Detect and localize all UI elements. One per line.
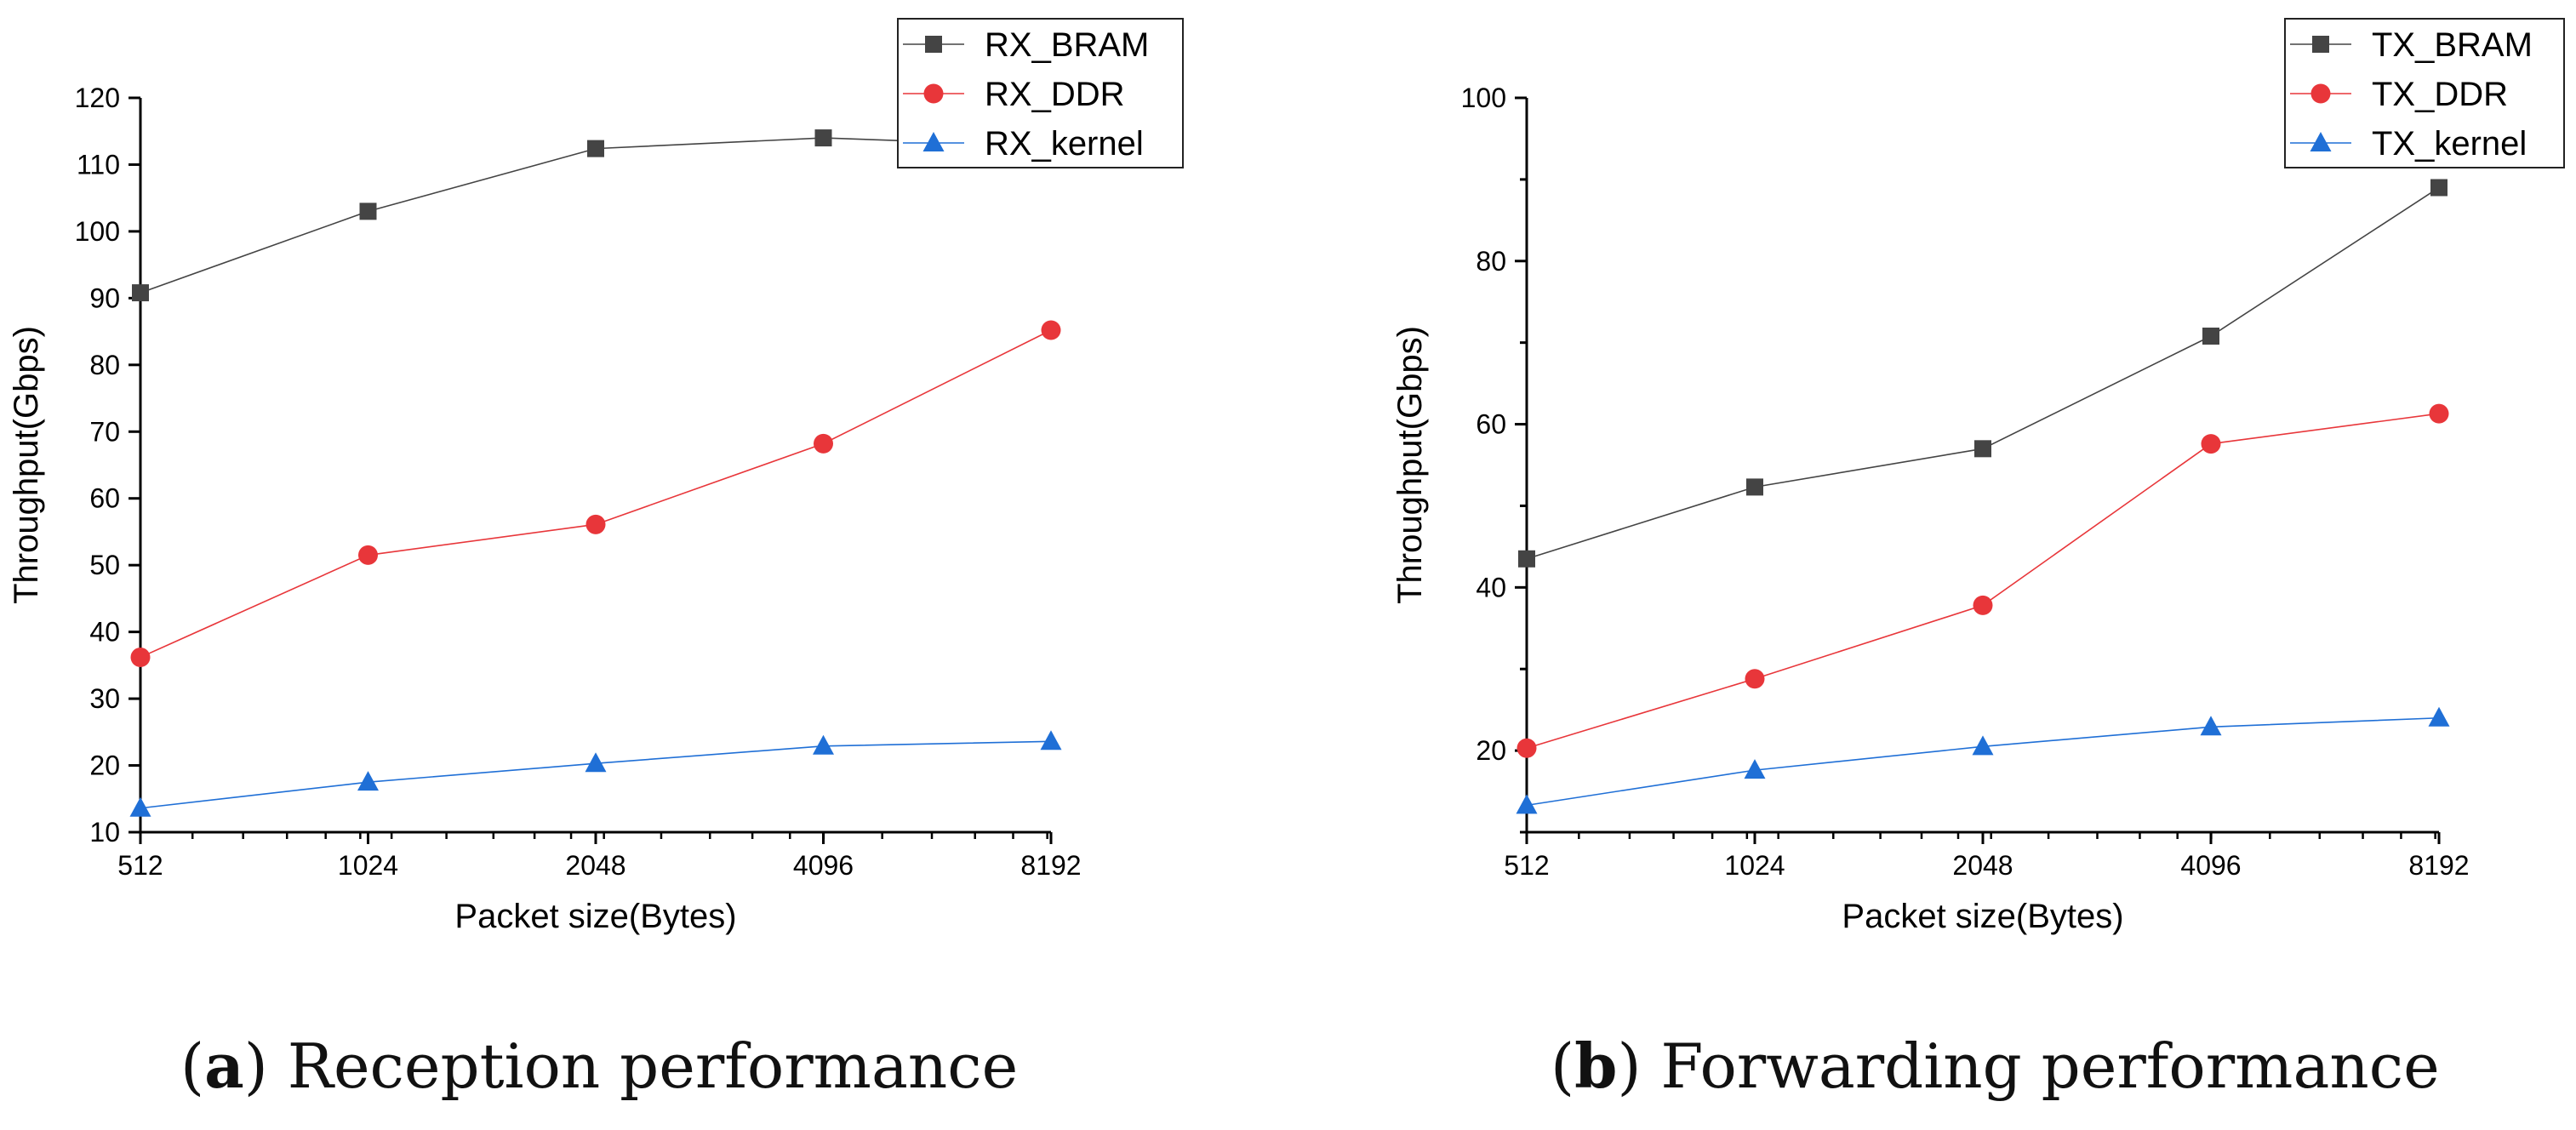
reception-legend-marker-rx-ddr	[923, 83, 944, 104]
forwarding-point-tx-bram-2048	[1974, 440, 1991, 458]
reception-x-axis-title: Packet size(Bytes)	[454, 898, 736, 935]
forwarding-series-tx-bram	[1518, 179, 2447, 568]
forwarding-point-tx-ddr-1024	[1745, 669, 1765, 689]
reception-y-tick-label-10: 10	[89, 817, 120, 848]
forwarding-point-tx-kernel-4096	[2200, 716, 2222, 736]
forwarding-legend-marker-tx-ddr	[2310, 83, 2331, 104]
forwarding-legend-marker-tx-kernel	[2310, 132, 2332, 151]
reception-line-rx-ddr	[140, 329, 1052, 659]
reception-x-tick-label-2048: 2048	[565, 850, 625, 881]
reception-y-tick-label-120: 120	[75, 83, 120, 113]
reception-point-rx-bram-2048	[587, 140, 604, 157]
chart-panel-reception: 10 20 30 40 50 60 70 80 90 100 110 120 512 1024 2048 40…	[8, 18, 1184, 935]
forwarding-line-tx-bram	[1526, 186, 2440, 560]
forwarding-legend-label-tx-kernel: TX_kernel	[2372, 125, 2527, 163]
reception-point-rx-kernel-8192	[1040, 730, 1062, 750]
forwarding-point-tx-bram-4096	[2202, 327, 2219, 345]
reception-series-rx-kernel	[129, 730, 1062, 817]
forwarding-x-tick-label-512: 512	[1504, 850, 1549, 881]
reception-point-rx-ddr-2048	[585, 514, 606, 534]
reception-legend-label-rx-ddr: RX_DDR	[985, 76, 1124, 113]
reception-legend-label-rx-kernel: RX_kernel	[985, 125, 1144, 163]
reception-legend-marker-rx-kernel	[922, 132, 945, 151]
reception-y-tick-label-40: 40	[89, 617, 120, 648]
forwarding-point-tx-kernel-8192	[2428, 706, 2450, 727]
reception-point-rx-kernel-4096	[813, 734, 834, 755]
forwarding-legend-marker-tx-bram	[2312, 36, 2329, 53]
caption-b-letter: b	[1574, 1030, 1618, 1102]
reception-y-tick-label-70: 70	[89, 416, 120, 447]
reception-point-rx-ddr-4096	[814, 433, 833, 454]
forwarding-line-tx-kernel	[1526, 716, 2440, 807]
caption-a-letter: a	[204, 1030, 244, 1102]
forwarding-y-tick-label-80: 80	[1476, 246, 1506, 277]
forwarding-y-tick-label-40: 40	[1476, 572, 1506, 602]
reception-y-tick-label-80: 80	[89, 350, 120, 380]
reception-point-rx-ddr-1024	[358, 545, 378, 565]
reception-y-tick-label-30: 30	[89, 683, 120, 714]
reception-point-rx-kernel-1024	[357, 771, 379, 791]
forwarding-x-axis-title: Packet size(Bytes)	[1842, 898, 2123, 935]
forwarding-point-tx-kernel-1024	[1744, 759, 1766, 779]
forwarding-x-tick-label-1024: 1024	[1724, 850, 1785, 881]
forwarding-x-tick-label-8192: 8192	[2408, 850, 2469, 881]
forwarding-x-tick-label-2048: 2048	[1952, 850, 2013, 881]
forwarding-y-axis-title: Throughput(Gbps)	[1391, 326, 1429, 604]
reception-point-rx-kernel-512	[129, 796, 151, 817]
reception-y-axis-title: Throughput(Gbps)	[8, 326, 45, 604]
reception-legend-marker-rx-bram	[925, 36, 942, 53]
reception-y-tick-label-20: 20	[89, 750, 120, 781]
forwarding-x-tick-label-4096: 4096	[2180, 850, 2241, 881]
forwarding-point-tx-ddr-8192	[2429, 403, 2449, 424]
forwarding-point-tx-ddr-512	[1516, 738, 1537, 758]
reception-y-tick-label-90: 90	[89, 282, 120, 313]
reception-y-tick-label-100: 100	[75, 216, 120, 247]
forwarding-legend-label-tx-ddr: TX_DDR	[2372, 76, 2508, 113]
forwarding-legend: TX_BRAM TX_DDR TX_kernel	[2284, 18, 2565, 168]
forwarding-series-tx-ddr	[1516, 403, 2449, 758]
caption-b-text: Forwarding performance	[1660, 1030, 2440, 1102]
caption-a-text: Reception performance	[287, 1030, 1019, 1102]
reception-line-rx-kernel	[140, 740, 1052, 809]
reception-legend-label-rx-bram: RX_BRAM	[985, 26, 1149, 64]
reception-x-tick-label-4096: 4096	[793, 850, 854, 881]
reception-point-rx-bram-4096	[814, 129, 832, 147]
reception-y-tick-label-60: 60	[89, 483, 120, 514]
reception-y-tick-label-110: 110	[77, 149, 120, 180]
reception-legend: RX_BRAM RX_DDR RX_kernel	[897, 18, 1184, 168]
reception-point-rx-kernel-2048	[585, 752, 607, 773]
reception-x-tick-label-512: 512	[117, 850, 163, 881]
forwarding-y-tick-label-60: 60	[1476, 409, 1506, 440]
reception-point-rx-bram-1024	[359, 203, 377, 220]
reception-point-rx-bram-512	[132, 284, 149, 302]
forwarding-point-tx-ddr-4096	[2201, 434, 2221, 454]
forwarding-y-tick-label-20: 20	[1476, 735, 1506, 766]
reception-x-tick-label-8192: 8192	[1020, 850, 1081, 881]
forwarding-point-tx-bram-512	[1518, 550, 1535, 568]
caption-b: (b) Forwarding performance	[1551, 1030, 2440, 1102]
forwarding-y-tick-label-100: 100	[1461, 83, 1506, 113]
forwarding-point-tx-ddr-2048	[1973, 595, 1993, 615]
forwarding-point-tx-bram-1024	[1746, 478, 1763, 496]
forwarding-legend-label-tx-bram: TX_BRAM	[2372, 26, 2533, 64]
forwarding-point-tx-kernel-2048	[1972, 735, 1994, 756]
reception-x-tick-label-1024: 1024	[338, 850, 398, 881]
forwarding-line-tx-ddr	[1526, 413, 2440, 749]
forwarding-point-tx-bram-8192	[2430, 179, 2447, 197]
caption-a: (a) Reception performance	[180, 1030, 1019, 1102]
forwarding-series-tx-kernel	[1516, 706, 2450, 814]
reception-series-rx-ddr	[130, 320, 1061, 667]
forwarding-point-tx-kernel-512	[1516, 794, 1538, 814]
reception-y-tick-label-50: 50	[89, 550, 120, 580]
reception-point-rx-ddr-512	[130, 647, 151, 667]
reception-point-rx-ddr-8192	[1041, 320, 1061, 340]
chart-panel-forwarding: 20 40 60 80 100 512 1024 2048 4096 8192 Packet siz…	[1391, 18, 2565, 935]
